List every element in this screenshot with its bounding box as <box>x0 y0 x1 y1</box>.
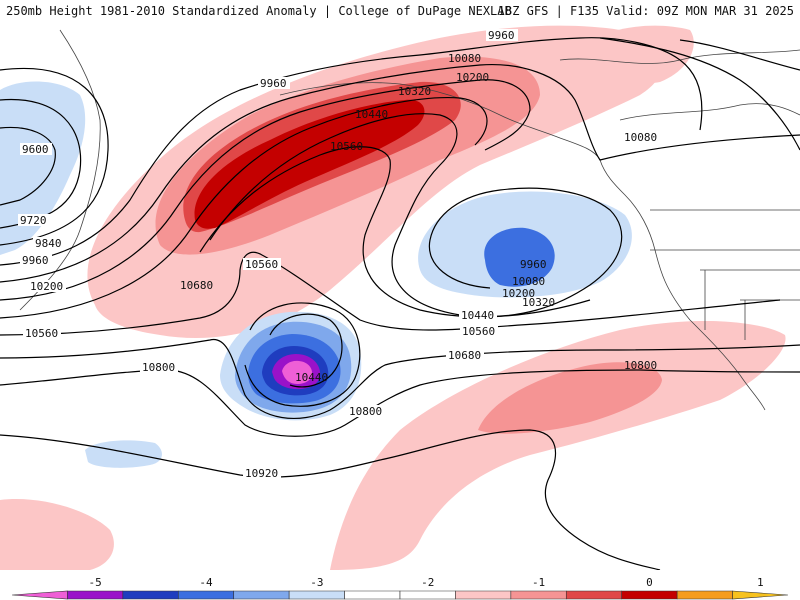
model-valid-time: 18Z GFS | F135 Valid: 09Z MON MAR 31 202… <box>497 4 794 18</box>
colorbar-segment <box>399 590 456 600</box>
colorbar-segment <box>455 590 512 600</box>
colorbar-segment <box>732 590 789 600</box>
contour-label-10320: 10320 <box>522 296 555 309</box>
contour-9960-west <box>0 37 703 266</box>
contour-east-a <box>599 37 800 151</box>
colorbar-tick-label: -2 <box>421 576 434 589</box>
contour-label-10680: 10680 <box>180 279 213 292</box>
colorbar-ticks: -5-4-3-2-1012345 <box>89 576 764 589</box>
colorbar-tick-label: 0 <box>646 576 653 589</box>
contour-label-10920: 10920 <box>245 467 278 480</box>
contour-label-10080: 10080 <box>624 131 657 144</box>
contour-9840 <box>0 68 109 246</box>
contour-label-9600: 9600 <box>22 143 49 156</box>
contour-label-10440: 10440 <box>461 309 494 322</box>
contour-cutoff-outer <box>244 302 361 407</box>
colorbar-segment <box>288 590 345 600</box>
contour-label-9960: 9960 <box>520 258 547 271</box>
colorbar-segment <box>233 590 290 600</box>
contour-label-10440: 10440 <box>295 371 328 384</box>
label-bg <box>347 405 385 417</box>
label-bg <box>28 280 66 292</box>
contour-10080 <box>0 63 800 283</box>
contour-label-9840: 9840 <box>35 237 62 250</box>
colorbar-tick-label: -4 <box>199 576 213 589</box>
contour-label-10440: 10440 <box>355 108 388 121</box>
label-bg <box>140 361 178 373</box>
label-bg <box>459 309 497 321</box>
colorbar-segment <box>177 590 235 600</box>
label-bg <box>486 29 518 41</box>
label-bg <box>258 77 290 89</box>
contour-label-10680: 10680 <box>448 349 481 362</box>
colorbar-segment <box>565 590 623 600</box>
colorbar-tick-label: 1 <box>757 576 764 589</box>
colorbar-segment <box>67 590 124 600</box>
colorbar-segment <box>344 590 401 600</box>
contour-label-9720: 9720 <box>20 214 47 227</box>
contour-label-10320: 10320 <box>398 85 431 98</box>
contour-label-10800: 10800 <box>142 361 175 374</box>
label-bg <box>622 131 660 143</box>
map-title: 250mb Height 1981-2010 Standardized Anom… <box>6 4 512 18</box>
label-bg <box>20 254 52 266</box>
contour-label-9960: 9960 <box>22 254 49 267</box>
colorbar-segment <box>676 590 733 600</box>
contour-label-10560: 10560 <box>462 325 495 338</box>
contour-10680 <box>0 339 800 420</box>
anomaly-negative-core <box>262 346 329 396</box>
contour-labels: 9600 9720 9840 9960 9960 9960 9960 10080… <box>18 29 660 480</box>
colorbar-bar <box>11 590 789 600</box>
colorbar-segment <box>11 590 68 600</box>
label-bg <box>460 325 498 337</box>
weather-map: 9600 9720 9840 9960 9960 9960 9960 10080… <box>0 22 800 570</box>
colorbar-segment <box>621 590 678 600</box>
label-bg <box>446 349 484 361</box>
contour-label-9960: 9960 <box>260 77 287 90</box>
anomaly-colorbar: -5-4-3-2-1012345 <box>11 576 789 600</box>
colorbar-tick-label: -3 <box>310 576 323 589</box>
contour-label-9960: 9960 <box>488 29 515 42</box>
contour-9600 <box>0 126 56 206</box>
label-bg <box>243 258 281 270</box>
contour-label-10200: 10200 <box>502 287 535 300</box>
contour-label-10800: 10800 <box>624 359 657 372</box>
contour-10920 <box>0 429 661 570</box>
label-bg <box>33 237 65 249</box>
contour-10200 <box>0 79 531 301</box>
contour-10320 <box>0 96 488 319</box>
anomaly-positive-4 <box>194 99 425 229</box>
label-bg <box>18 214 50 226</box>
contour-label-10560: 10560 <box>245 258 278 271</box>
label-bg <box>20 143 52 155</box>
colorbar-tick-label: -5 <box>89 576 102 589</box>
contour-east-b <box>679 39 800 71</box>
colorbar-segment <box>122 590 179 600</box>
map-header: 250mb Height 1981-2010 Standardized Anom… <box>0 0 800 22</box>
contour-label-10800: 10800 <box>349 405 382 418</box>
label-bg <box>243 467 281 479</box>
contour-label-10560: 10560 <box>330 140 363 153</box>
contour-10560-lower <box>0 251 781 336</box>
contour-label-10080: 10080 <box>448 52 481 65</box>
colorbar-segment <box>510 590 567 600</box>
label-bg <box>23 327 61 339</box>
contour-label-10200: 10200 <box>456 71 489 84</box>
contour-label-10200: 10200 <box>30 280 63 293</box>
contour-label-10080: 10080 <box>512 275 545 288</box>
colorbar-tick-label: -1 <box>532 576 545 589</box>
contour-cutoff-inner <box>269 313 343 388</box>
contour-label-10560: 10560 <box>25 327 58 340</box>
